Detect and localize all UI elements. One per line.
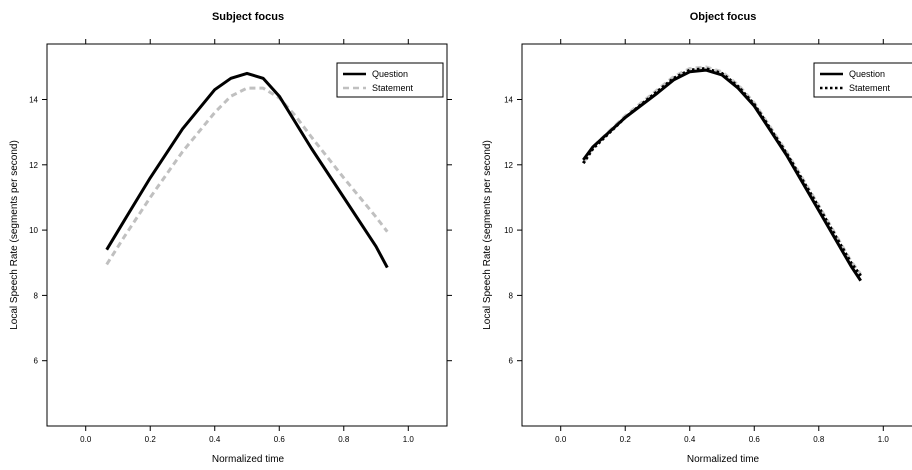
x-tick-label: 1.0 — [878, 435, 890, 444]
x-tick-label: 0.4 — [684, 435, 696, 444]
y-tick-label: 6 — [509, 357, 514, 366]
question-series-line — [105, 71, 389, 269]
object-focus-panel: Object focus 0.0 0.2 0.4 0.6 0.8 1.0 6 8 10 12 14… — [482, 11, 912, 465]
statement-series-line — [105, 86, 389, 266]
x-tick-label: 0.4 — [209, 435, 221, 444]
x-tick-label: 1.0 — [403, 435, 415, 444]
subject-focus-legend: Question Statement — [336, 62, 444, 98]
y-tick-label: 8 — [509, 291, 514, 300]
x-tick-label: 0.0 — [80, 435, 92, 444]
object-focus-x-ticks: 0.0 0.2 0.4 0.6 0.8 1.0 — [555, 426, 889, 444]
subject-focus-x-axis-label: Normalized time — [212, 454, 285, 465]
subject-focus-plot-frame — [46, 43, 448, 427]
x-tick-label: 0.8 — [813, 435, 825, 444]
subject-focus-legend-box — [336, 62, 444, 98]
statement-series-line — [582, 67, 862, 277]
y-tick-label: 12 — [504, 161, 513, 170]
subject-focus-panel: Subject focus 0.0 0.2 0.4 0.6 0.8 1.0 6 8 10 12 1… — [9, 11, 452, 465]
subject-focus-title: Subject focus — [212, 11, 284, 23]
y-tick-label: 14 — [504, 96, 513, 105]
y-tick-label: 14 — [29, 96, 38, 105]
question-series-line — [582, 68, 862, 282]
x-tick-label: 0.8 — [338, 435, 350, 444]
y-tick-label: 10 — [504, 226, 513, 235]
x-tick-label: 0.6 — [274, 435, 286, 444]
object-focus-lines — [582, 65, 862, 282]
y-tick-label: 12 — [29, 161, 38, 170]
subject-focus-y-ticks: 6 8 10 12 14 — [29, 96, 47, 366]
object-focus-legend: Question Statement — [813, 62, 912, 98]
legend-question-label: Question — [849, 69, 885, 79]
legend-question-label: Question — [372, 69, 408, 79]
legend-statement-label: Statement — [372, 83, 414, 93]
object-focus-legend-box — [813, 62, 912, 98]
x-tick-label: 0.0 — [555, 435, 567, 444]
y-tick-label: 6 — [34, 357, 39, 366]
x-tick-label: 0.6 — [749, 435, 761, 444]
object-focus-y-axis-label: Local Speech Rate (segments per second) — [482, 140, 493, 330]
subject-focus-lines — [105, 71, 389, 269]
overlay-series-line — [582, 65, 862, 276]
x-tick-label: 0.2 — [145, 435, 157, 444]
x-tick-label: 0.2 — [620, 435, 632, 444]
subject-focus-top-ticks — [85, 39, 409, 44]
subject-focus-right-ticks — [447, 99, 452, 362]
subject-focus-y-axis-label: Local Speech Rate (segments per second) — [9, 140, 20, 330]
object-focus-plot-frame — [521, 43, 912, 427]
object-focus-title: Object focus — [690, 11, 757, 23]
subject-focus-x-ticks: 0.0 0.2 0.4 0.6 0.8 1.0 — [80, 426, 414, 444]
object-focus-x-axis-label: Normalized time — [687, 454, 760, 465]
object-focus-top-ticks — [560, 39, 884, 44]
legend-statement-label: Statement — [849, 83, 891, 93]
object-focus-y-ticks: 6 8 10 12 14 — [504, 96, 522, 366]
y-tick-label: 8 — [34, 291, 39, 300]
y-tick-label: 10 — [29, 226, 38, 235]
